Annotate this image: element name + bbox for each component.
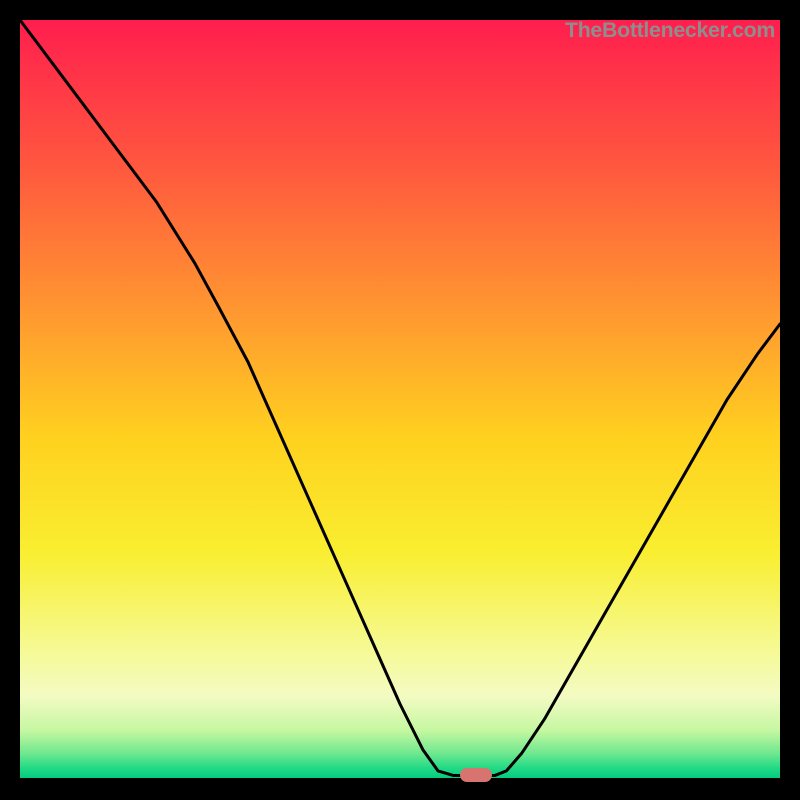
watermark-text: TheBottlenecker.com [565, 18, 775, 43]
minimum-marker [460, 768, 492, 782]
bottleneck-chart: TheBottlenecker.com [0, 0, 800, 800]
bottom-strip [20, 778, 780, 780]
plot-area: TheBottlenecker.com [20, 20, 780, 780]
bottleneck-curve [20, 20, 780, 780]
